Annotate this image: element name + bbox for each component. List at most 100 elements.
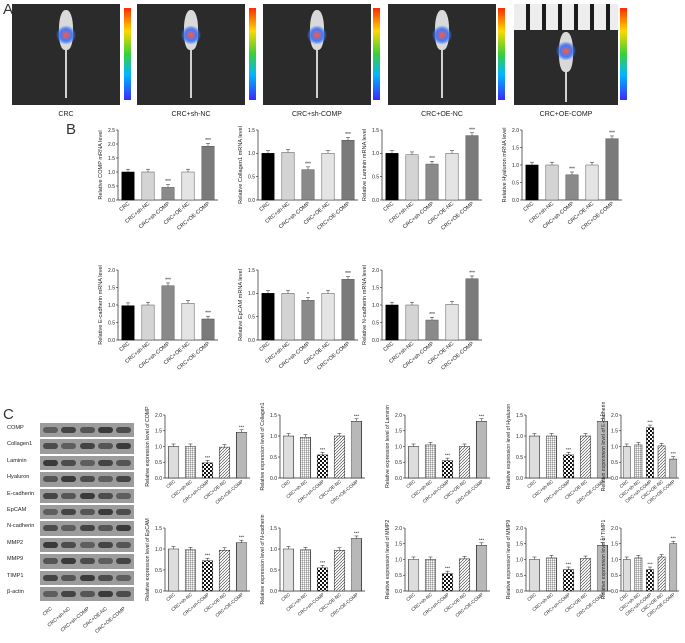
bar [181, 171, 195, 201]
significance-label: *** [569, 167, 575, 173]
y-tick-label: 1.5 [248, 268, 255, 274]
y-tick-label: 1.0 [516, 557, 523, 563]
bar [669, 543, 678, 592]
blot-band-row [40, 455, 134, 471]
y-tick-label: 0.0 [395, 589, 402, 595]
blot-band [79, 443, 95, 450]
bar [281, 152, 295, 201]
bar [161, 187, 175, 201]
bar [281, 293, 295, 341]
blot-band [116, 427, 132, 433]
significance-label: * [307, 292, 309, 298]
category-label: CRC [382, 341, 395, 353]
y-tick-label: 0.0 [248, 338, 255, 344]
blot-row-label: β-actin [7, 589, 24, 595]
bar [579, 558, 592, 592]
category-label: CRC [118, 201, 131, 213]
category-label: CRC [526, 591, 537, 602]
y-tick-label: 1.5 [395, 429, 402, 435]
y-axis-label: Relative Laminin mRNA level [362, 129, 368, 201]
blot-band [97, 541, 113, 548]
blot-row-label: Collagen1 [7, 441, 33, 448]
significance-label: *** [469, 127, 475, 133]
significance-label: *** [239, 424, 245, 429]
blot-band [116, 558, 132, 565]
blot-band [116, 574, 132, 581]
y-tick-label: 1.0 [248, 291, 255, 297]
blot-band [43, 427, 58, 433]
panel-letter-a: A [3, 1, 14, 18]
significance-label: *** [600, 537, 606, 542]
y-tick-label: 1.5 [372, 285, 379, 291]
bar [141, 171, 155, 201]
blot-band [116, 459, 132, 466]
mouse-image [12, 4, 120, 105]
y-tick-label: 0.5 [512, 180, 519, 186]
significance-label: *** [609, 130, 615, 136]
significance-label: *** [165, 277, 171, 283]
y-tick-label: 0.5 [611, 460, 618, 466]
blot-band [43, 574, 58, 581]
significance-label: *** [671, 451, 677, 456]
bar [316, 454, 329, 479]
bar [333, 435, 346, 479]
bar [605, 138, 619, 201]
blot-band [43, 476, 58, 483]
blot-band [43, 541, 58, 548]
blot-band [79, 492, 95, 499]
bar [282, 435, 295, 479]
y-tick-label: 2.0 [516, 526, 523, 532]
bar [235, 542, 248, 592]
blot-band [79, 558, 95, 565]
blot-band [116, 591, 132, 597]
bar [424, 444, 437, 479]
bar [425, 163, 439, 201]
bar [333, 550, 346, 592]
blot-row-label: EpCAM [7, 507, 27, 513]
bar [458, 446, 471, 479]
bar [585, 164, 599, 201]
bar [141, 304, 155, 341]
bar [528, 559, 541, 592]
y-tick-label: 1.5 [248, 128, 255, 134]
category-label: CRC [280, 591, 291, 602]
bar [646, 427, 654, 479]
blot-row-label: N-cadherin [7, 523, 35, 530]
y-axis-label: Relative expression level of MMP2 [385, 520, 391, 600]
blot-band [116, 541, 132, 548]
bar [622, 559, 631, 592]
y-tick-label: 0.0 [512, 198, 519, 204]
y-tick-label: 1.5 [611, 542, 618, 548]
color-scale-bar [124, 8, 131, 100]
blot-band [79, 459, 95, 466]
blot-band [97, 509, 113, 515]
y-tick-label: 1.0 [395, 557, 402, 563]
significance-label: *** [165, 179, 171, 185]
bar [321, 293, 335, 341]
y-axis-label: Relative Hyaluron mRNA level [502, 128, 508, 203]
y-tick-label: 0.5 [516, 455, 523, 461]
blot-band [79, 427, 95, 433]
category-label: CRC [165, 478, 176, 489]
significance-label: *** [354, 530, 360, 535]
y-tick-label: 2.0 [155, 413, 162, 419]
bar [545, 557, 558, 592]
blot-row-label: Laminin [7, 457, 27, 464]
bar [321, 153, 335, 201]
y-tick-label: 0.5 [248, 314, 255, 320]
bar [634, 444, 643, 479]
category-label: CRC [118, 341, 131, 353]
y-axis-label: Relative expression level of Collagen1 [260, 402, 266, 490]
significance-label: *** [429, 156, 435, 162]
blot-row-label: Hyaluron [7, 474, 30, 481]
y-tick-label: 1.5 [395, 542, 402, 548]
bar [316, 567, 329, 592]
blot-band [97, 525, 113, 532]
significance-label: *** [445, 566, 451, 571]
blot-band [97, 558, 113, 565]
y-tick-label: 1.0 [395, 444, 402, 450]
bar [161, 285, 175, 341]
significance-label: *** [566, 447, 572, 452]
blot-band [97, 591, 113, 597]
